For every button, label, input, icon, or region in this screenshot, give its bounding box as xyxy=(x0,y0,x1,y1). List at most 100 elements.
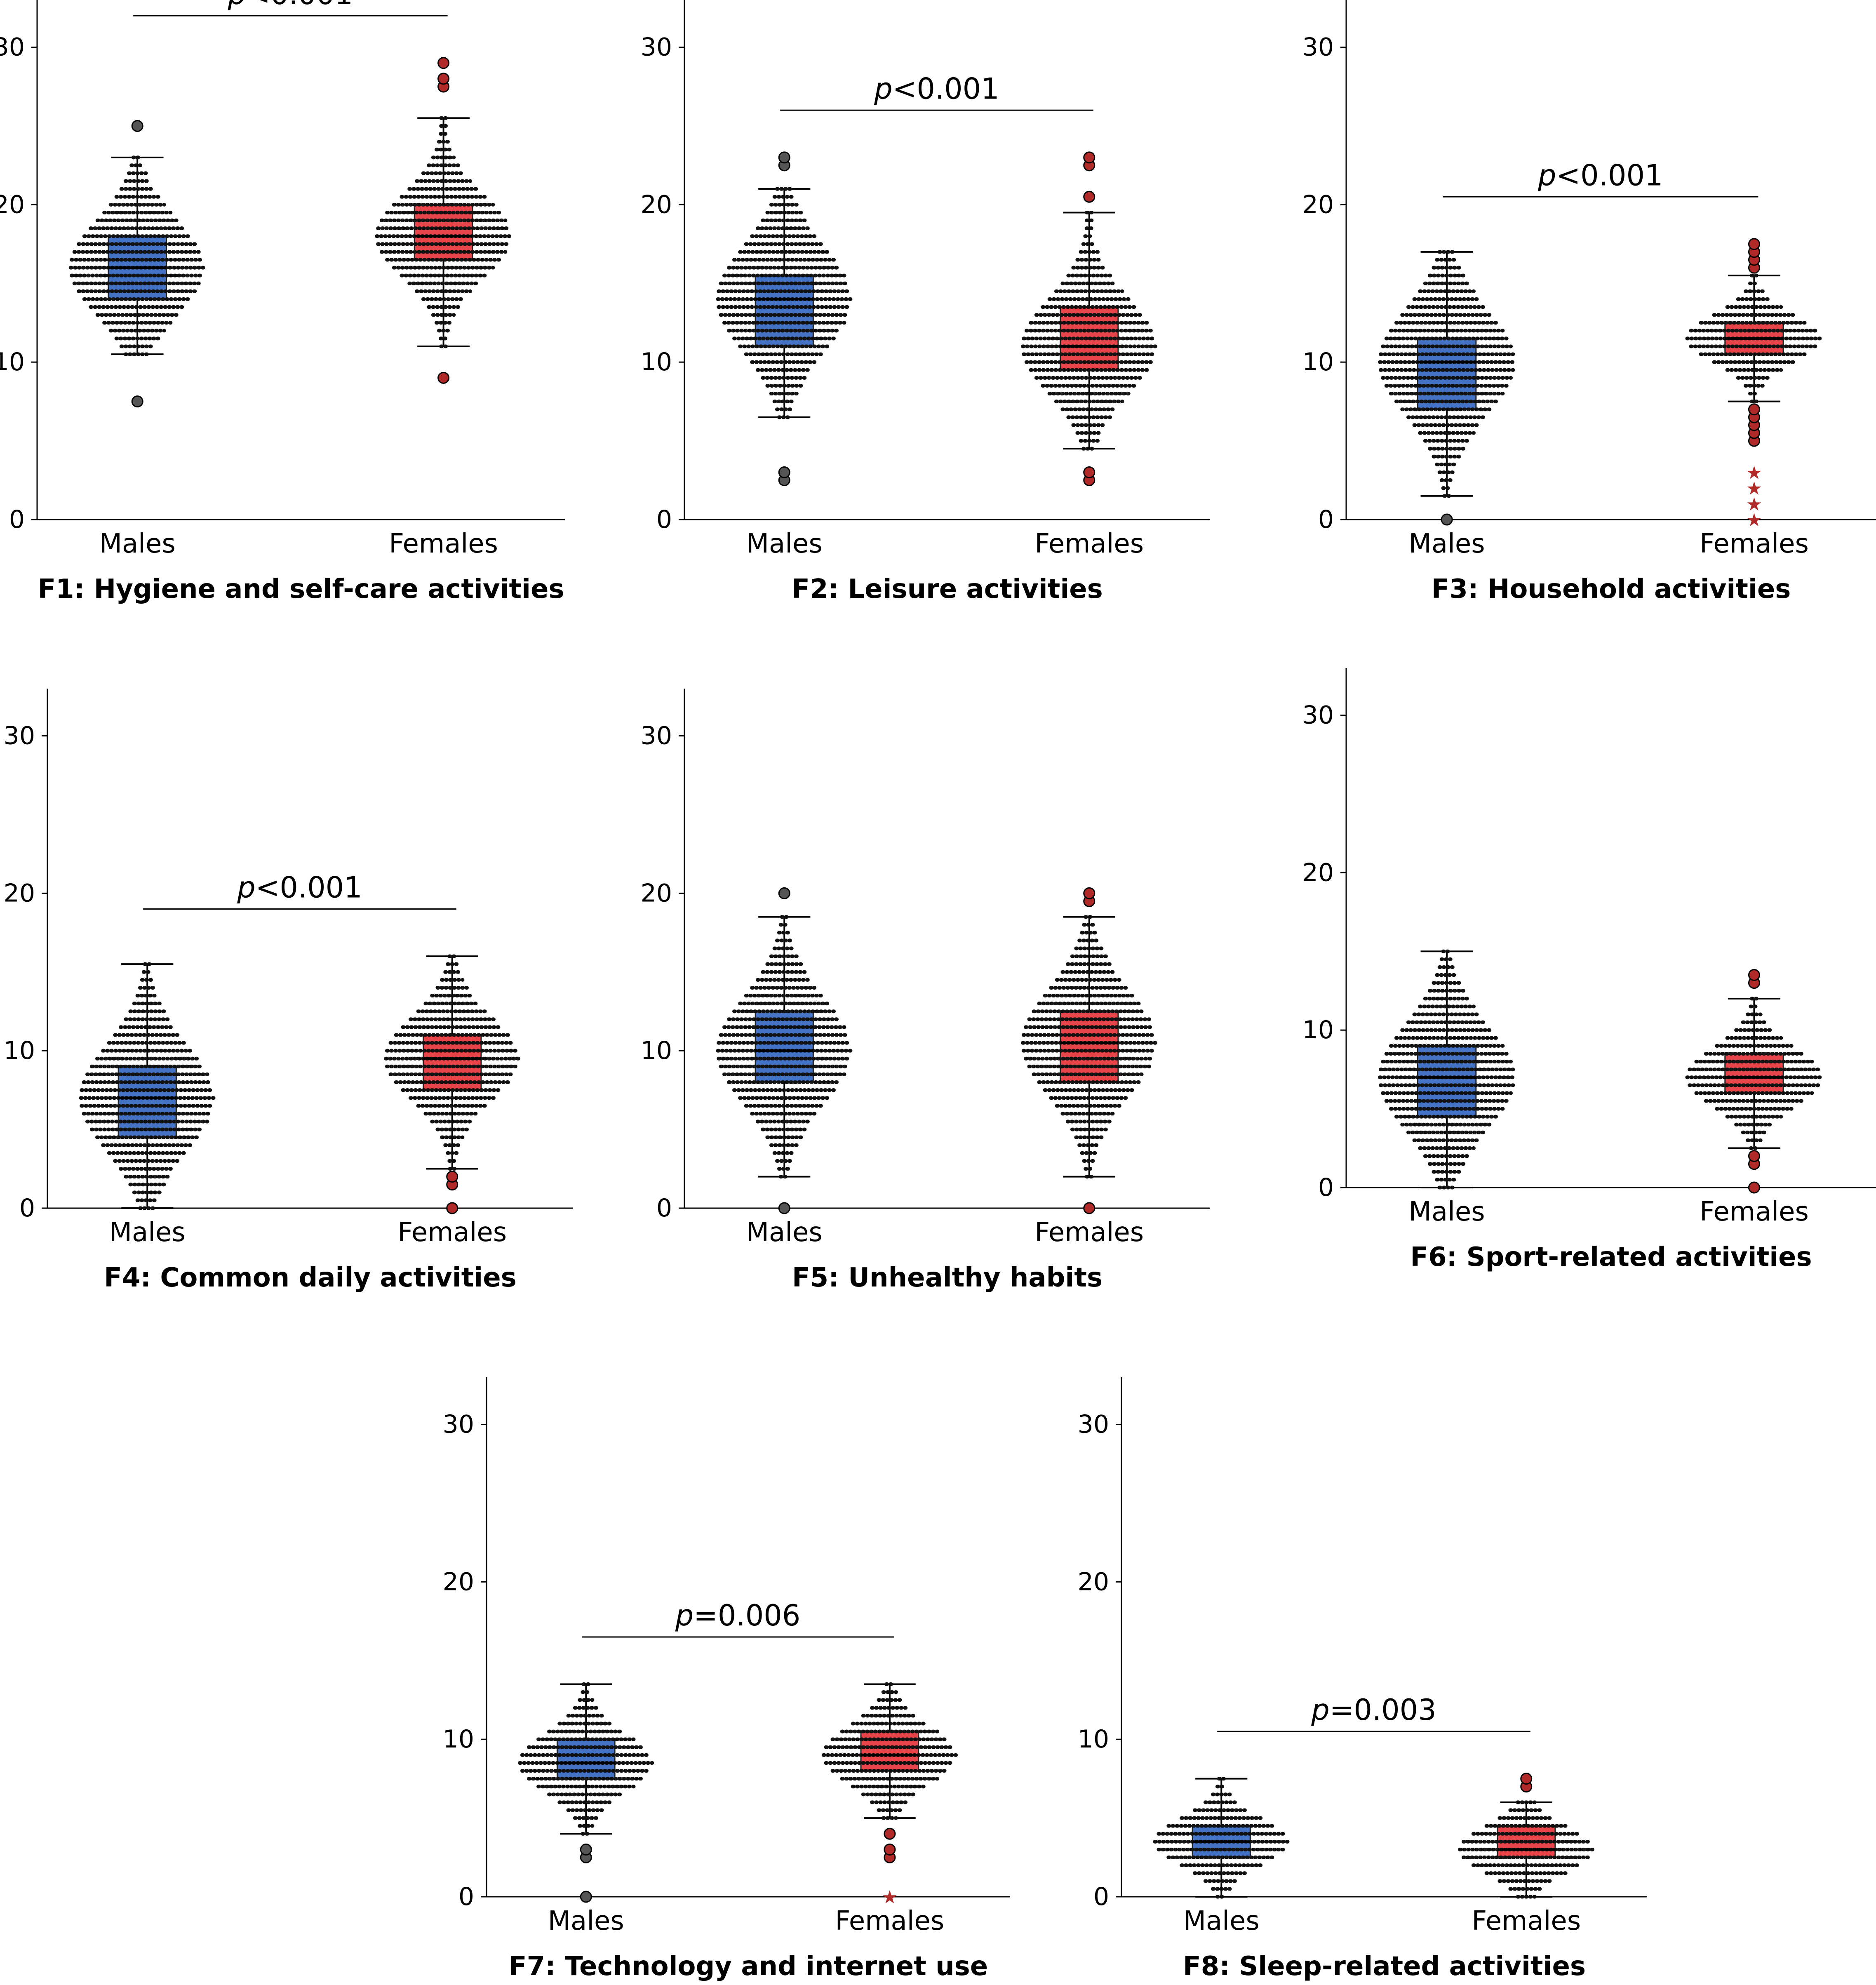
outlier-point xyxy=(778,466,790,478)
p-value-label: p=0.006 xyxy=(675,1599,801,1632)
panel-f6: 0 10 20 30 Males Females F6: Sport-related act… xyxy=(1302,668,1876,1272)
y-tick-label: 10 xyxy=(1302,348,1334,376)
outlier-point xyxy=(1083,151,1096,164)
x-category-label: Females xyxy=(389,529,498,559)
box-males xyxy=(68,120,206,408)
x-category-label: Females xyxy=(1034,529,1144,559)
box-iqr xyxy=(1060,1011,1119,1083)
box-iqr xyxy=(755,1011,814,1083)
y-tick-label: 0 xyxy=(19,1194,35,1223)
y-tick-label: 10 xyxy=(0,348,25,376)
y-tick-label: 0 xyxy=(656,1194,672,1223)
outlier-point xyxy=(131,120,143,132)
y-tick-label: 20 xyxy=(1302,858,1334,887)
box-females xyxy=(375,57,512,384)
panel-f1: 0 10 20 30 Males Females F1: Hygiene and self-… xyxy=(0,0,565,604)
y-tick-label: 30 xyxy=(1302,33,1334,62)
panel-title: F2: Leisure activities xyxy=(792,574,1103,604)
y-tick-label: 20 xyxy=(641,190,672,219)
y-tick-label: 10 xyxy=(641,1036,672,1065)
y-tick-label: 0 xyxy=(1093,1882,1109,1911)
panel-f4: 0 10 20 30 Males Females F4: Common daily acti… xyxy=(4,689,573,1293)
extreme-point: ★ xyxy=(882,1887,898,1908)
y-tick-label: 10 xyxy=(641,348,672,376)
box-iqr xyxy=(1417,1045,1477,1117)
outlier-point xyxy=(446,1202,458,1214)
outlier-point xyxy=(1748,969,1760,981)
p-value-label: p=0.003 xyxy=(1311,1693,1436,1727)
y-tick-label: 0 xyxy=(9,505,25,534)
outlier-point xyxy=(1748,403,1760,416)
x-category-label: Females xyxy=(1034,1217,1144,1248)
panel-title: F1: Hygiene and self-care activities xyxy=(38,574,564,604)
outlier-point xyxy=(437,57,450,69)
box-iqr xyxy=(1724,1053,1784,1094)
box-males xyxy=(716,887,853,1214)
outlier-point xyxy=(1748,1150,1760,1162)
outlier-point xyxy=(778,1202,790,1214)
outlier-point xyxy=(131,395,143,408)
outlier-point xyxy=(580,1843,592,1856)
y-tick-label: 30 xyxy=(0,33,25,62)
x-category-label: Males xyxy=(99,529,176,559)
box-males xyxy=(1378,949,1516,1190)
outlier-point xyxy=(1083,466,1096,478)
box-females: ★ xyxy=(821,1682,958,1908)
x-category-label: Males xyxy=(1409,529,1485,559)
outlier-point xyxy=(884,1827,896,1840)
box-females: ★★★★ xyxy=(1685,238,1823,531)
y-tick-label: 30 xyxy=(1302,701,1334,730)
outlier-point xyxy=(580,1891,592,1903)
y-tick-label: 30 xyxy=(641,33,672,62)
x-category-label: Females xyxy=(1472,1906,1581,1936)
panel-title: F4: Common daily activities xyxy=(104,1263,516,1293)
outlier-point xyxy=(1748,238,1760,250)
box-males xyxy=(1378,250,1516,526)
y-tick-label: 10 xyxy=(4,1036,35,1065)
box-iqr xyxy=(556,1738,616,1780)
y-tick-label: 30 xyxy=(1078,1410,1109,1439)
x-category-label: Females xyxy=(835,1906,945,1936)
y-tick-label: 20 xyxy=(641,879,672,908)
box-males xyxy=(1153,1777,1290,1899)
outlier-point xyxy=(1083,887,1096,899)
outlier-point xyxy=(778,887,790,899)
panel-title: F5: Unhealthy habits xyxy=(792,1263,1103,1293)
panel-f8: 0 10 20 30 Males Females F8: Sleep-related act… xyxy=(1078,1377,1647,1982)
extreme-point: ★ xyxy=(1746,494,1762,515)
x-category-label: Males xyxy=(1409,1197,1485,1227)
x-category-label: Females xyxy=(1700,529,1809,559)
x-category-label: Females xyxy=(397,1217,507,1248)
y-tick-label: 0 xyxy=(1318,1173,1334,1202)
extreme-point: ★ xyxy=(1746,510,1762,531)
x-category-label: Males xyxy=(1183,1906,1260,1936)
box-females xyxy=(1685,969,1823,1194)
y-tick-label: 0 xyxy=(1318,505,1334,534)
x-category-label: Males xyxy=(746,1217,823,1248)
x-category-label: Males xyxy=(109,1217,186,1248)
x-category-label: Males xyxy=(746,529,823,559)
p-value-label: p<0.001 xyxy=(237,871,362,905)
outlier-point xyxy=(437,73,450,85)
y-tick-label: 0 xyxy=(458,1882,474,1911)
box-males xyxy=(716,151,853,487)
outlier-point xyxy=(446,1171,458,1183)
y-tick-label: 20 xyxy=(1078,1567,1109,1596)
y-tick-label: 10 xyxy=(443,1725,474,1754)
extreme-point: ★ xyxy=(1746,478,1762,499)
x-category-label: Females xyxy=(1700,1197,1809,1227)
outlier-point xyxy=(778,151,790,164)
y-tick-label: 10 xyxy=(1302,1016,1334,1044)
box-iqr xyxy=(755,275,814,347)
box-males xyxy=(518,1682,654,1903)
extreme-point: ★ xyxy=(1746,462,1762,483)
p-value-label: p<0.001 xyxy=(228,0,353,11)
y-tick-label: 30 xyxy=(443,1410,474,1439)
box-females xyxy=(1458,1773,1595,1899)
outlier-point xyxy=(437,372,450,384)
outlier-point xyxy=(1520,1773,1533,1785)
outlier-point xyxy=(1748,1181,1760,1194)
box-females xyxy=(383,954,521,1214)
